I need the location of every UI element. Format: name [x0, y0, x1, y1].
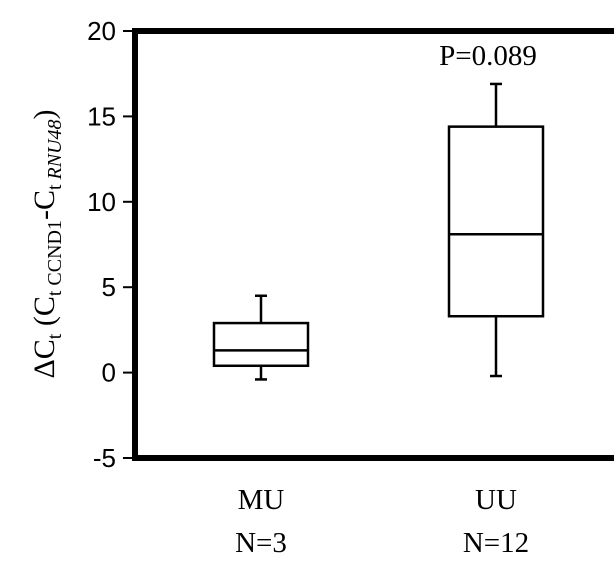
y-label-prefix-sub: t — [44, 333, 66, 339]
y-tick-label: -5 — [93, 443, 116, 473]
box-mu — [212, 294, 310, 381]
y-label-open: (C — [28, 296, 61, 334]
y-tick-label: 20 — [87, 16, 116, 46]
p-value-annotation: P=0.089 — [439, 40, 537, 72]
box-uu — [447, 82, 545, 378]
y-tick-label: 0 — [102, 358, 116, 388]
y-tick-label: 15 — [87, 101, 116, 131]
y-axis-label: ΔCt (Ct CCND1-Ct RNU48) — [28, 109, 66, 378]
boxes — [212, 82, 545, 381]
y-tick-label: 10 — [87, 187, 116, 217]
y-label-prefix: ΔC — [28, 339, 61, 378]
y-axis-ticks — [123, 30, 135, 459]
y-label-close: ) — [28, 109, 61, 119]
iqr-box — [212, 321, 310, 368]
y-label-mid: -C — [28, 190, 61, 220]
x-category-label: MU — [238, 484, 285, 516]
y-axis-tick-labels: -5 0 5 10 15 20 — [87, 16, 116, 473]
y-tick-label: 5 — [102, 272, 116, 302]
x-category-label: UU — [475, 484, 517, 516]
x-sample-size-label: N=12 — [463, 527, 529, 559]
x-sample-size-label: N=3 — [235, 527, 287, 559]
x-axis-labels: MU N=3 UU N=12 — [235, 484, 529, 559]
y-label-sub2-plain: t — [44, 179, 66, 190]
iqr-box — [447, 125, 545, 318]
y-label-sub1: t CCND1 — [44, 220, 66, 296]
y-label-sub2-italic: RNU48 — [44, 119, 66, 180]
plot-frame — [132, 28, 614, 461]
